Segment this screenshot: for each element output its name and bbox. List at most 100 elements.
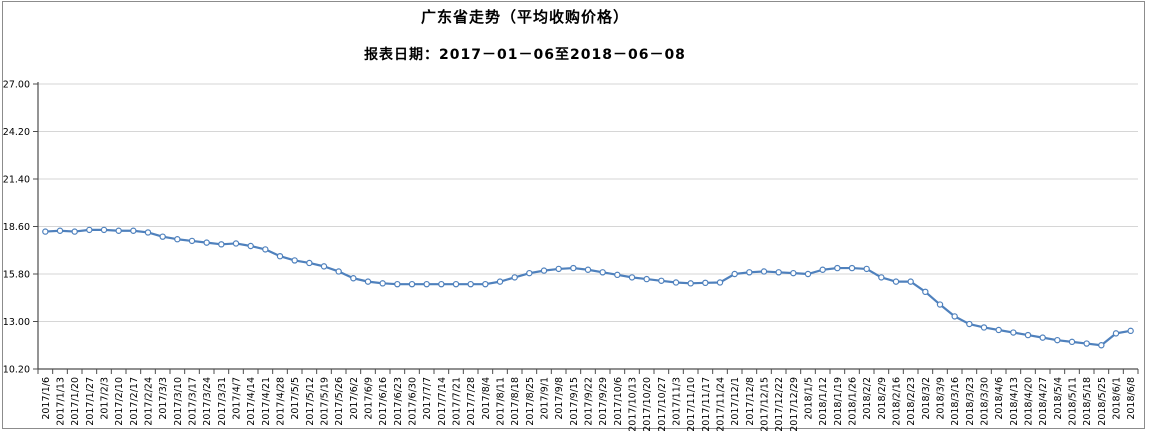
chart-frame [2, 1, 1145, 429]
gridlines [38, 83, 1138, 322]
x-tick-label: 2018/4/6 [994, 377, 1005, 420]
data-point [863, 265, 870, 273]
x-tick-label: 2017/1/20 [70, 377, 81, 426]
x-tick-label: 2017/8/4 [481, 377, 492, 420]
data-point [628, 274, 636, 281]
x-tick-label: 2017/9/29 [598, 377, 609, 426]
x-tick-label: 2018/3/16 [950, 377, 961, 426]
data-point [936, 301, 944, 308]
data-point [790, 269, 797, 277]
x-tick-label: 2017/3/24 [202, 377, 213, 426]
y-tick-label: 27.00 [3, 80, 30, 91]
x-tick-label: 2017/3/3 [158, 377, 169, 420]
x-tick-label: 2017/6/9 [364, 377, 375, 420]
data-point [56, 227, 64, 234]
data-point [599, 269, 606, 276]
y-tick-label: 10.20 [3, 365, 30, 376]
data-point [570, 264, 577, 272]
x-tick-label: 2017/3/17 [188, 377, 199, 426]
data-point [834, 264, 841, 272]
x-tick-label: 2017/11/17 [701, 377, 712, 432]
data-points [42, 226, 1134, 349]
x-tick-label: 2017/12/15 [760, 377, 771, 432]
x-tick-label: 2017/7/14 [437, 377, 448, 426]
y-tick-label: 15.80 [3, 270, 30, 281]
data-point [262, 246, 269, 253]
data-point [130, 227, 137, 234]
y-tick-label: 13.00 [3, 317, 30, 328]
x-tick-label: 2017/10/27 [657, 377, 668, 432]
data-point [1098, 342, 1105, 349]
x-tick-label: 2017/9/22 [584, 377, 595, 426]
data-point [878, 274, 885, 281]
data-point [540, 267, 548, 274]
data-point [320, 263, 328, 270]
data-point [511, 274, 518, 281]
x-tick-label: 2018/5/25 [1097, 377, 1108, 426]
series-line-group [44, 228, 1132, 347]
x-tick-label: 2018/2/9 [877, 377, 888, 420]
x-tick-label: 2017/9/8 [554, 377, 565, 420]
x-tick-label: 2017/6/16 [378, 377, 389, 426]
data-point [922, 288, 929, 296]
x-tick-label: 2017/6/30 [408, 377, 419, 426]
data-point [775, 269, 782, 276]
y-axis: 27.00 24.20 21.40 18.60 15.80 13.00 10.20 [3, 80, 39, 376]
x-tick-label: 2017/8/18 [510, 377, 521, 426]
x-tick-label: 2017/9/1 [540, 377, 551, 420]
data-point [907, 278, 914, 285]
data-point [159, 233, 166, 240]
data-point [819, 266, 826, 273]
x-tick-label: 2017/5/26 [334, 377, 345, 426]
x-tick-label: 2017/2/3 [100, 377, 111, 420]
x-tick-label: 2017/11/10 [686, 377, 697, 432]
x-tick-label: 2017/10/13 [628, 377, 639, 432]
data-point [364, 278, 372, 285]
x-axis: 2017/1/6 2017/1/13 2017/1/20 2017/1/27 2017/… [37, 368, 1139, 432]
x-tick-label: 2017/12/22 [774, 377, 785, 432]
x-tick-label: 2018/1/26 [848, 377, 859, 426]
x-tick-label: 2017/2/10 [114, 377, 125, 426]
data-point [174, 236, 181, 243]
x-tick-label: 2017/11/24 [716, 377, 727, 432]
data-point [716, 279, 724, 286]
x-tick-label: 2017/5/19 [320, 377, 331, 426]
data-point [203, 239, 210, 246]
data-point [438, 280, 445, 288]
x-tick-label: 2017/6/2 [349, 377, 360, 420]
chart-subtitle: 报表日期：2017－01－06至2018－06－08 [364, 47, 686, 63]
x-tick-label: 2018/3/23 [965, 377, 976, 426]
data-point [658, 277, 665, 284]
data-point [86, 226, 93, 234]
data-point [966, 320, 973, 328]
y-tick-label: 24.20 [3, 127, 30, 138]
data-point [188, 237, 196, 245]
x-tick-label: 2017/10/20 [642, 377, 653, 432]
x-tick-label: 2018/2/23 [906, 377, 917, 426]
x-tick-label: 2017/11/3 [672, 377, 683, 426]
x-tick-label: 2017/1/6 [41, 377, 52, 420]
data-point [672, 279, 680, 286]
data-point [306, 259, 313, 267]
data-point [232, 240, 240, 247]
data-point [643, 275, 650, 283]
x-tick-label: 2018/6/8 [1126, 377, 1137, 420]
data-point [951, 313, 958, 320]
data-point [467, 280, 474, 288]
x-tick-label: 2018/3/9 [936, 377, 947, 420]
x-tick-label: 2017/9/15 [569, 377, 580, 426]
chart-title: 广东省走势（平均收购价格） [420, 8, 629, 26]
data-point [247, 242, 254, 250]
data-point [335, 268, 342, 275]
data-point [394, 280, 401, 288]
data-point [848, 264, 856, 272]
data-point [584, 266, 592, 273]
data-point [115, 227, 122, 234]
x-tick-label: 2017/5/5 [290, 377, 301, 420]
x-tick-label: 2017/2/17 [129, 377, 140, 426]
data-point [702, 279, 709, 287]
x-tick-label: 2017/8/25 [525, 377, 536, 426]
data-point [892, 278, 900, 285]
data-point [980, 324, 988, 331]
